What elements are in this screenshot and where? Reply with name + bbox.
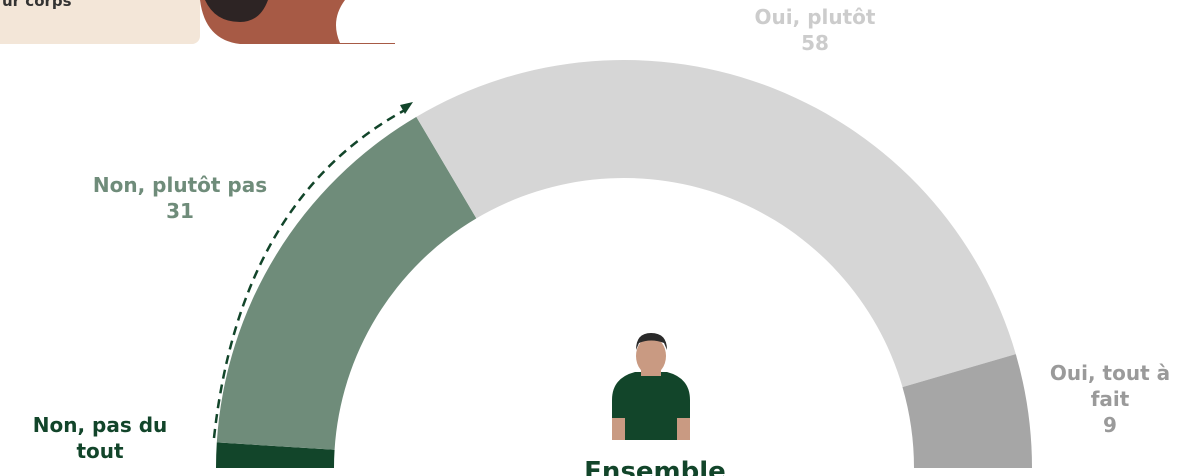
value-label: 9 xyxy=(1103,413,1117,437)
donut xyxy=(216,59,1032,468)
category-label: Oui, plutôt xyxy=(754,5,876,29)
category-label: Non, pas du tout xyxy=(32,413,168,463)
segment xyxy=(216,116,477,450)
category-label: Non, plutôt pas xyxy=(92,173,268,197)
segment xyxy=(416,59,1016,388)
segment-label: Oui, plutôt 58 xyxy=(700,4,930,56)
person-icon xyxy=(612,333,690,440)
segment-label: Non, plutôt pas 31 xyxy=(60,172,300,224)
arrow xyxy=(212,108,406,439)
segment-label: Non, pas du tout xyxy=(10,412,190,464)
card: ur corps xyxy=(0,0,200,44)
arrow-head xyxy=(400,102,413,114)
category-label: Oui, tout à fait xyxy=(1049,361,1171,411)
value-label: 31 xyxy=(166,199,194,223)
segment-label: Oui, tout à fait 9 xyxy=(1040,360,1178,438)
segment xyxy=(902,354,1032,468)
center-label: Ensemble xyxy=(584,457,726,476)
illustration-hair xyxy=(205,0,268,22)
value-label: 58 xyxy=(801,31,829,55)
segment xyxy=(216,442,335,468)
card-text: ur corps xyxy=(2,0,72,10)
